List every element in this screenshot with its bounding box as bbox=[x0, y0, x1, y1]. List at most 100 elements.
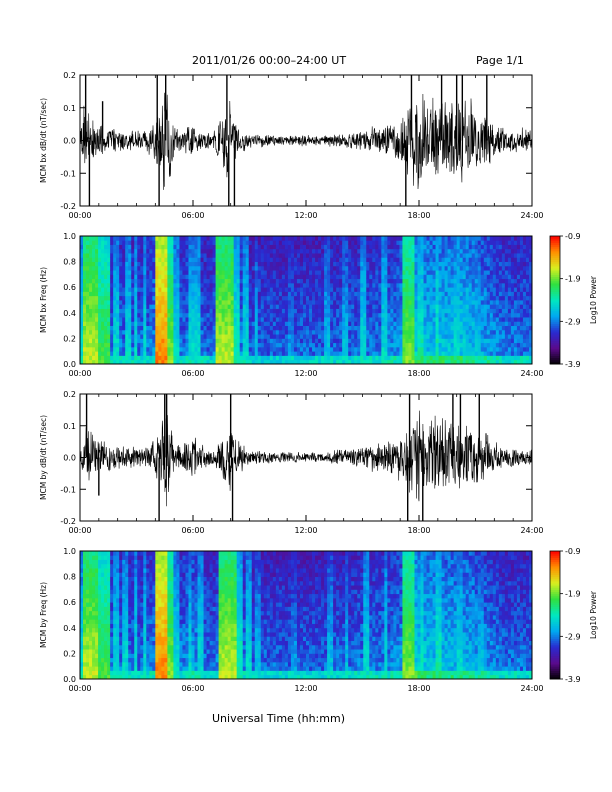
heatmap-cell bbox=[131, 253, 135, 258]
heatmap-cell bbox=[435, 287, 439, 292]
heatmap-cell bbox=[152, 308, 156, 314]
heatmap-cell bbox=[471, 338, 476, 344]
heatmap-cell bbox=[272, 236, 277, 241]
heatmap-cell bbox=[522, 355, 527, 361]
heatmap-cell bbox=[501, 325, 506, 331]
heatmap-cell bbox=[399, 329, 403, 335]
heatmap-cell bbox=[203, 300, 207, 305]
heatmap-cell bbox=[122, 257, 126, 262]
heatmap-cell bbox=[206, 248, 210, 254]
heatmap-cell bbox=[498, 282, 503, 288]
colorbar-step bbox=[550, 246, 560, 250]
colorbar-step bbox=[550, 236, 560, 239]
heatmap-cell bbox=[83, 300, 87, 305]
heatmap-cell bbox=[510, 278, 515, 284]
heatmap-cell bbox=[393, 329, 397, 335]
heatmap-cell bbox=[324, 295, 328, 301]
heatmap-cell bbox=[119, 248, 123, 254]
heatmap-cell bbox=[363, 265, 367, 271]
heatmap-cell bbox=[152, 274, 156, 280]
heatmap-cell bbox=[101, 287, 105, 292]
heatmap-cell bbox=[302, 351, 307, 356]
heatmap-cell bbox=[263, 244, 268, 250]
heatmap-cell bbox=[369, 236, 373, 241]
heatmap-cell bbox=[215, 244, 220, 250]
heatmap-cell bbox=[113, 317, 117, 322]
heatmap-cell bbox=[357, 236, 361, 241]
heatmap-cell bbox=[137, 291, 141, 297]
heatmap-cell bbox=[504, 346, 509, 352]
heatmap-cell bbox=[468, 287, 473, 292]
heatmap-cell bbox=[146, 248, 150, 254]
heatmap-cell bbox=[372, 287, 376, 292]
heatmap-cell bbox=[269, 359, 274, 365]
heatmap-cell bbox=[489, 257, 494, 262]
heatmap-cell bbox=[179, 244, 183, 250]
heatmap-cell bbox=[176, 312, 180, 318]
heatmap-cell bbox=[197, 321, 201, 326]
heatmap-cell bbox=[209, 346, 213, 352]
heatmap-cell bbox=[269, 287, 274, 292]
heatmap-cell bbox=[528, 253, 533, 258]
heatmap-cell bbox=[137, 287, 141, 292]
heatmap-cell bbox=[248, 338, 253, 344]
heatmap-cell bbox=[504, 329, 509, 335]
heatmap-cell bbox=[318, 274, 322, 280]
heatmap-cell bbox=[170, 248, 174, 254]
heatmap-cell bbox=[281, 312, 286, 318]
heatmap-cell bbox=[507, 300, 512, 305]
heatmap-cell bbox=[206, 253, 210, 258]
heatmap-cell bbox=[113, 248, 117, 254]
heatmap-cell bbox=[134, 253, 138, 258]
heatmap-cell bbox=[306, 334, 310, 339]
heatmap-cell bbox=[140, 287, 144, 292]
heatmap-cell bbox=[245, 274, 250, 280]
heatmap-cell bbox=[483, 240, 488, 245]
heatmap-cell bbox=[275, 338, 280, 344]
heatmap-cell bbox=[260, 325, 265, 331]
heatmap-cell bbox=[212, 329, 216, 335]
heatmap-cell bbox=[384, 240, 388, 245]
heatmap-cell bbox=[296, 325, 301, 331]
heatmap-cell bbox=[164, 304, 168, 309]
heatmap-cell bbox=[167, 240, 171, 245]
heatmap-cell bbox=[158, 355, 162, 361]
heatmap-cell bbox=[510, 248, 515, 254]
heatmap-cell bbox=[80, 300, 84, 305]
heatmap-cell bbox=[116, 261, 120, 267]
heatmap-cell bbox=[194, 282, 198, 288]
heatmap-cell bbox=[80, 282, 84, 288]
heatmap-cell bbox=[170, 244, 174, 250]
heatmap-cell bbox=[420, 308, 424, 314]
heatmap-cell bbox=[266, 253, 271, 258]
heatmap-cell bbox=[342, 312, 346, 318]
heatmap-cell bbox=[218, 257, 223, 262]
heatmap-cell bbox=[345, 359, 349, 365]
heatmap-cell bbox=[471, 248, 476, 254]
heatmap-cell bbox=[333, 253, 337, 258]
heatmap-cell bbox=[456, 338, 461, 344]
heatmap-cell bbox=[284, 351, 289, 356]
heatmap-cell bbox=[272, 257, 277, 262]
heatmap-cell bbox=[351, 257, 355, 262]
panel-1-trace-group bbox=[80, 75, 532, 206]
heatmap-cell bbox=[188, 325, 192, 331]
heatmap-cell bbox=[348, 334, 352, 339]
heatmap-cell bbox=[248, 334, 253, 339]
heatmap-cell bbox=[275, 308, 280, 314]
heatmap-cell bbox=[525, 274, 530, 280]
heatmap-cell bbox=[384, 338, 388, 344]
heatmap-cell bbox=[468, 329, 473, 335]
heatmap-cell bbox=[269, 248, 274, 254]
heatmap-cell bbox=[152, 342, 156, 348]
colorbar-step bbox=[550, 355, 560, 359]
heatmap-cell bbox=[468, 338, 473, 344]
heatmap-cell bbox=[414, 265, 418, 271]
heatmap-cell bbox=[131, 240, 135, 245]
heatmap-cell bbox=[263, 300, 268, 305]
heatmap-cell bbox=[528, 346, 533, 352]
heatmap-cell bbox=[275, 304, 280, 309]
heatmap-cell bbox=[227, 270, 232, 275]
heatmap-cell bbox=[342, 248, 346, 254]
heatmap-cell bbox=[330, 291, 334, 297]
